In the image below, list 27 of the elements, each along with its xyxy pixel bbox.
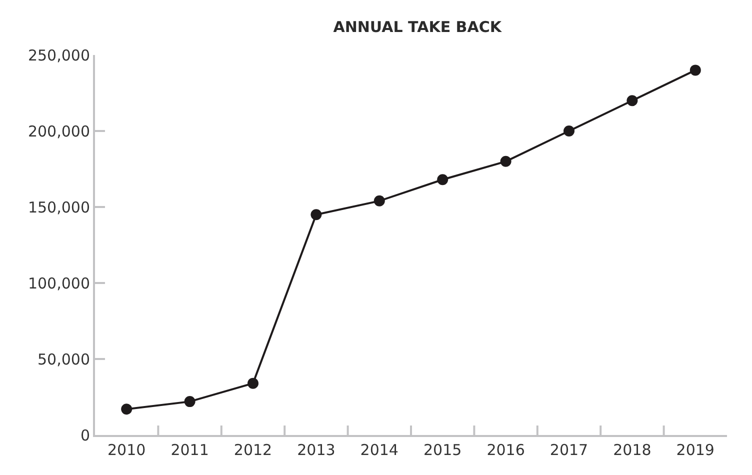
- y-tick-label: 100,000: [28, 274, 90, 292]
- point: [374, 195, 385, 206]
- x-tick-label: 2017: [550, 441, 588, 459]
- x-tick-label: 2012: [234, 441, 272, 459]
- x-tick-label: 2010: [108, 441, 146, 459]
- x-tick-label: 2016: [486, 441, 525, 459]
- x-tick-label: 2013: [297, 441, 336, 459]
- y-tick-label: 50,000: [38, 350, 90, 368]
- x-tick-label: 2019: [676, 441, 714, 459]
- point: [500, 156, 512, 167]
- y-tick-label: 200,000: [28, 122, 90, 140]
- chart-title: ANNUAL TAKE BACK: [333, 18, 503, 36]
- point: [690, 64, 701, 76]
- point: [564, 126, 574, 136]
- point: [626, 95, 638, 106]
- point: [310, 209, 322, 220]
- y-tick-label: 150,000: [28, 198, 90, 216]
- x-tick-label: 2011: [170, 441, 209, 459]
- x-tick-label: 2015: [424, 441, 462, 459]
- point: [437, 174, 448, 186]
- y-tick-label: 250,000: [28, 46, 90, 64]
- point: [248, 378, 258, 389]
- x-tick-label: 2018: [613, 441, 652, 459]
- x-tick-label: 2014: [360, 441, 398, 459]
- y-tick-label: 0: [80, 426, 90, 444]
- point: [184, 396, 196, 408]
- point: [121, 404, 132, 415]
